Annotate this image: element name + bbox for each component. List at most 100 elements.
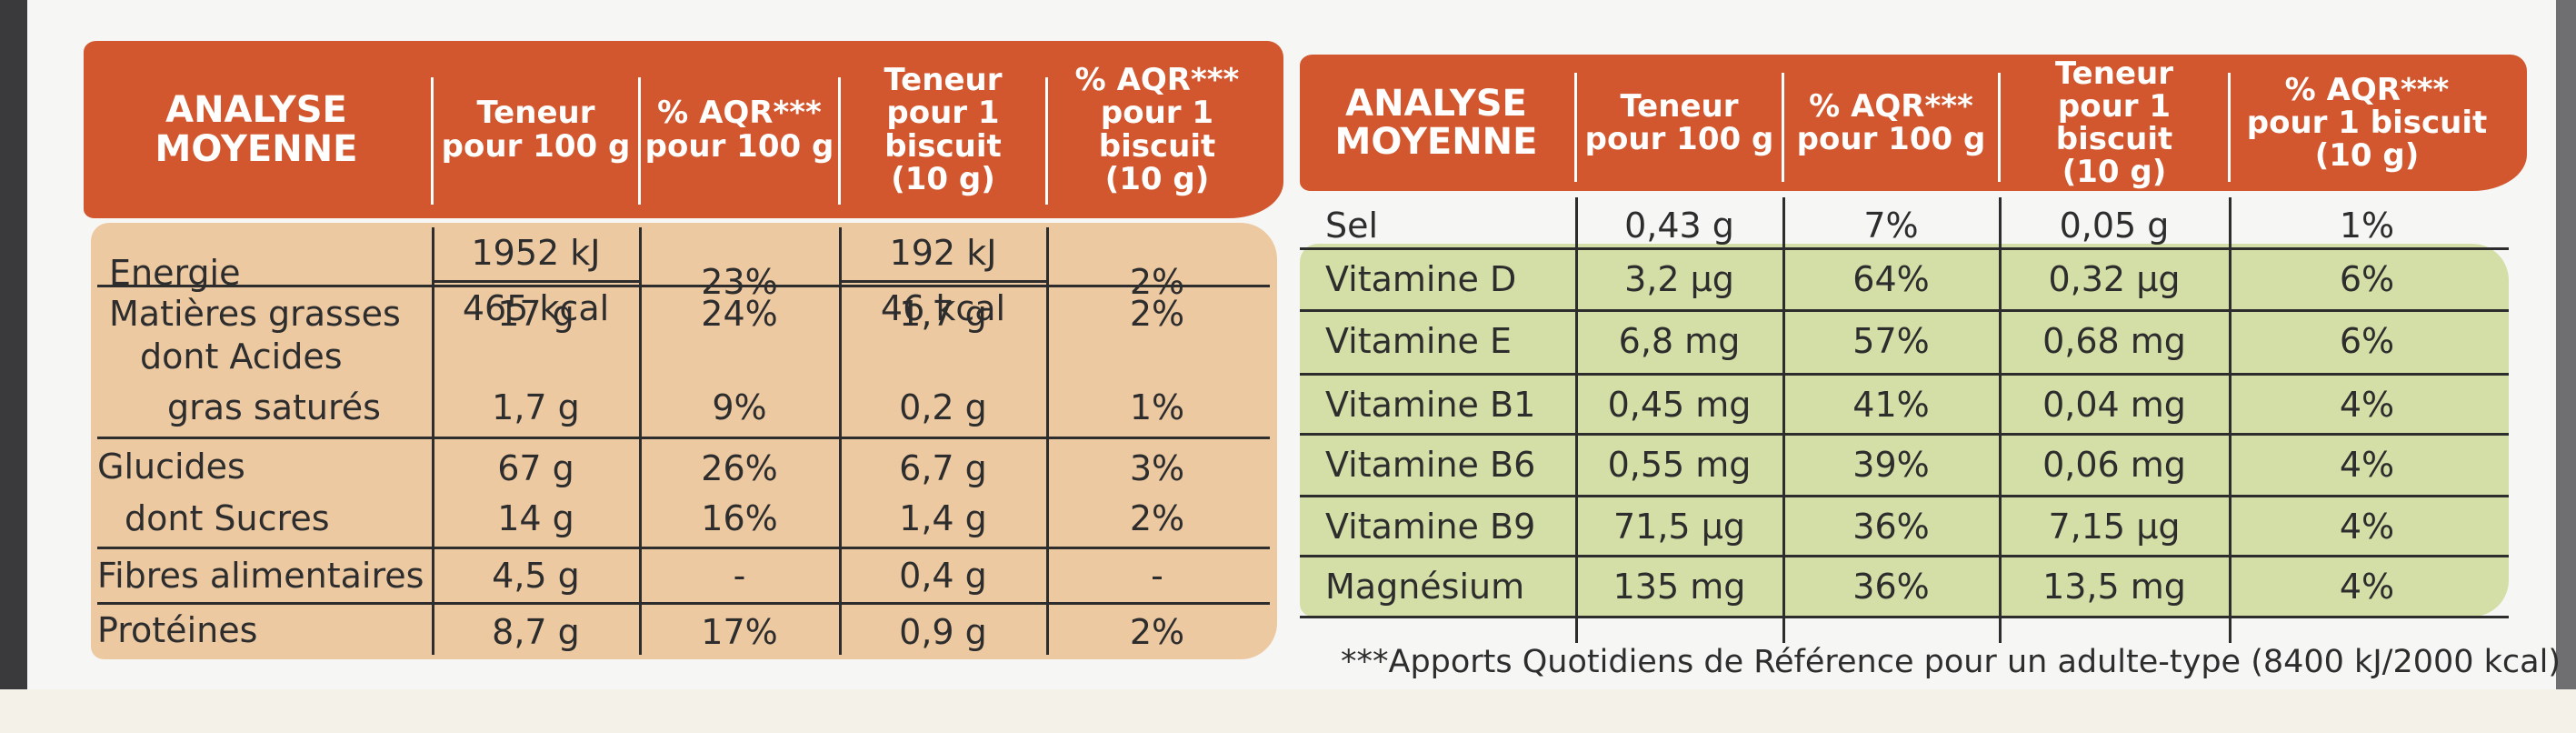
energie-kcal-100g-value: 465 kcal [462, 288, 610, 328]
proteines-aqr-100g: 17% [701, 611, 778, 652]
footnote: ***Apports Quotidiens de Référence pour … [1341, 644, 2561, 680]
proteines-label: Protéines [97, 609, 258, 650]
right-header-analyse: ANALYSE MOYENNE [1334, 82, 1538, 163]
ags-label-2: gras saturés [167, 387, 381, 427]
left-header-aqr-biscuit: % AQR*** pour 1 biscuit (10 g) [1074, 62, 1240, 197]
left-table-body [91, 223, 1277, 659]
right-row-aqr-100g: 39% [1852, 445, 1930, 485]
glucides-100g: 67 g [497, 448, 574, 488]
column-divider [1782, 197, 1785, 643]
right-row-label: Vitamine B1 [1325, 385, 1536, 425]
left-header-aqr-100g: % AQR*** pour 100 g [644, 95, 834, 165]
package-edge-left [0, 0, 27, 733]
package-edge-bottom [0, 689, 2576, 733]
right-row-aqr-biscuit: 4% [2339, 445, 2395, 485]
right-row-aqr-biscuit: 6% [2339, 259, 2395, 299]
glucides-biscuit: 6,7 g [899, 448, 987, 488]
column-divider [432, 227, 434, 655]
mg-100g: 17 g [497, 294, 574, 334]
right-row-teneur-biscuit: 13,5 mg [2042, 567, 2186, 607]
ags-label-1: dont Acides [140, 336, 343, 377]
right-row-aqr-100g: 7% [1863, 206, 1919, 246]
left-header-analyse: ANALYSE MOYENNE [155, 89, 358, 170]
header-divider [1998, 73, 2001, 182]
right-nutrition-table: ANALYSE MOYENNE Teneur pour 100 g % AQR***… [1300, 55, 2561, 691]
mg-biscuit: 1,7 g [899, 294, 987, 334]
left-nutrition-table: ANALYSE MOYENNE Teneur pour 100 g % AQR***… [84, 41, 1283, 659]
right-row-aqr-biscuit: 6% [2339, 321, 2395, 361]
row-divider [1300, 555, 2509, 557]
header-divider [2228, 73, 2231, 182]
row-divider [1300, 247, 2509, 250]
energie-kj-100g: 1952 kJ [471, 233, 601, 273]
right-row-teneur-100g: 6,8 mg [1618, 321, 1741, 361]
right-row-teneur-100g: 0,45 mg [1607, 385, 1752, 425]
sucres-biscuit: 1,4 g [899, 497, 987, 538]
header-divider [1782, 73, 1784, 182]
right-row-aqr-100g: 57% [1852, 321, 1930, 361]
right-header-aqr-100g: % AQR*** pour 100 g [1796, 87, 1986, 157]
column-divider [1046, 227, 1049, 655]
right-row-teneur-biscuit: 0,68 mg [2042, 321, 2186, 361]
right-row-teneur-100g: 3,2 µg [1624, 259, 1734, 299]
proteines-aqr-biscuit: 2% [1129, 611, 1185, 652]
sucres-label: dont Sucres [125, 497, 330, 538]
sucres-100g: 14 g [497, 497, 574, 538]
right-row-teneur-biscuit: 7,15 µg [2048, 507, 2181, 547]
right-row-label: Vitamine B6 [1325, 445, 1536, 485]
fibres-aqr-100g: - [733, 555, 746, 596]
right-row-teneur-biscuit: 0,04 mg [2042, 385, 2186, 425]
right-row-aqr-100g: 64% [1852, 259, 1930, 299]
row-divider [97, 437, 1270, 439]
row-divider [432, 280, 639, 283]
fibres-aqr-biscuit: - [1151, 555, 1163, 596]
right-row-teneur-100g: 0,55 mg [1607, 445, 1752, 485]
header-divider [638, 77, 641, 205]
column-divider [839, 227, 842, 655]
column-divider [639, 227, 642, 655]
right-row-label: Vitamine B9 [1325, 507, 1536, 547]
energie-kj-biscuit: 192 kJ [889, 233, 997, 273]
column-divider [2229, 197, 2232, 643]
column-divider [1575, 197, 1578, 643]
energie-kcal-biscuit-value: 46 kcal [880, 288, 1006, 328]
header-divider [1574, 73, 1577, 182]
proteines-100g: 8,7 g [492, 611, 580, 652]
column-divider [1999, 197, 2002, 643]
right-header-aqr-biscuit: % AQR*** pour 1 biscuit (10 g) [2246, 71, 2488, 175]
header-divider [838, 77, 841, 205]
ags-biscuit: 0,2 g [899, 387, 987, 427]
package-edge-right [2556, 0, 2576, 733]
right-row-aqr-biscuit: 4% [2339, 385, 2395, 425]
row-divider [97, 547, 1270, 549]
energie-aqr-biscuit: 2% [1129, 262, 1185, 302]
right-row-aqr-biscuit: 1% [2339, 206, 2395, 246]
right-table-header [1300, 55, 2527, 191]
left-table-header [84, 41, 1283, 218]
header-divider [1045, 77, 1048, 205]
right-row-label: Vitamine D [1325, 259, 1517, 299]
glucides-aqr-100g: 26% [701, 448, 778, 488]
left-header-teneur-100g: Teneur pour 100 g [441, 95, 631, 165]
right-row-label: Sel [1325, 206, 1379, 246]
energie-aqr-100g: 23% [701, 262, 778, 302]
right-row-aqr-100g: 36% [1852, 567, 1930, 607]
glucides-aqr-biscuit: 3% [1129, 448, 1185, 488]
row-divider [1300, 373, 2509, 376]
row-divider [97, 602, 1270, 605]
right-row-aqr-biscuit: 4% [2339, 507, 2395, 547]
right-row-label: Vitamine E [1325, 321, 1513, 361]
right-row-teneur-100g: 71,5 µg [1613, 507, 1745, 547]
mg-label: Matières grasses [109, 294, 401, 334]
row-divider [97, 285, 1270, 287]
mg-aqr-100g: 24% [701, 294, 778, 334]
right-row-teneur-100g: 0,43 g [1624, 206, 1734, 246]
right-table-body-green [1300, 244, 2509, 617]
ags-aqr-biscuit: 1% [1129, 387, 1185, 427]
row-divider [1300, 495, 2509, 497]
ags-100g: 1,7 g [492, 387, 580, 427]
row-divider [1300, 433, 2509, 436]
sucres-aqr-biscuit: 2% [1129, 497, 1185, 538]
row-divider [1300, 616, 2509, 618]
sucres-aqr-100g: 16% [701, 497, 778, 538]
